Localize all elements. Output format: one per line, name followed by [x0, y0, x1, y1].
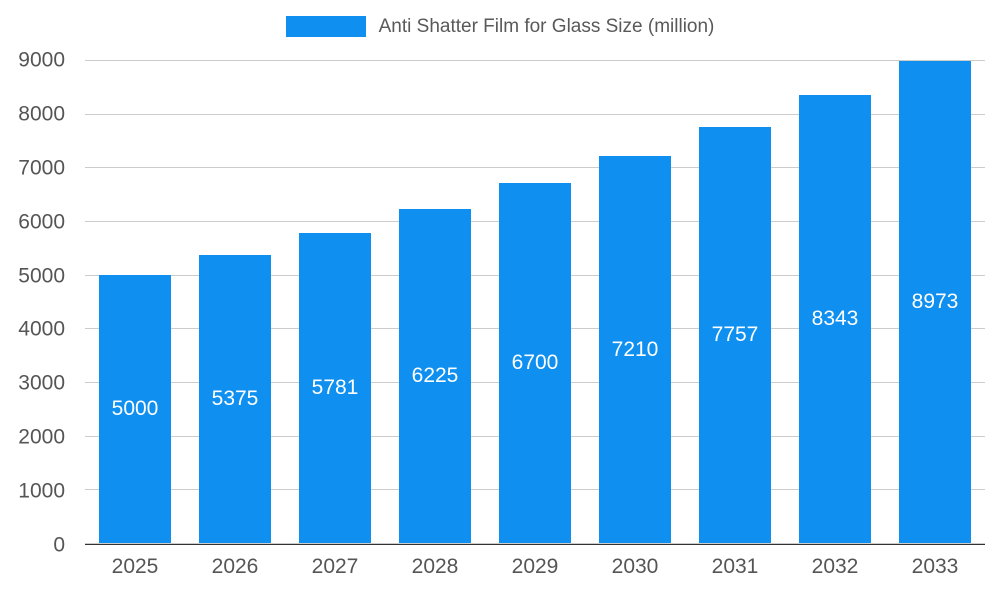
bars-row: 5000 5375 5781 6225 6700 7210 7757 8343 8973 [85, 60, 985, 543]
bar-column-2030: 7210 [585, 60, 685, 543]
bar-value-label: 5781 [311, 375, 359, 399]
x-tick-label: 2025 [111, 555, 159, 578]
gridline [85, 543, 985, 544]
bar-value-label: 7210 [611, 337, 659, 361]
x-tick-label: 2030 [611, 555, 659, 578]
x-tick-label: 2031 [711, 555, 759, 578]
bar-2029[interactable]: 6700 [499, 183, 571, 543]
bar-column-2027: 5781 [285, 60, 385, 543]
bar-2025[interactable]: 5000 [99, 274, 171, 543]
bar-column-2032: 8343 [785, 60, 885, 543]
bar-column-2031: 7757 [685, 60, 785, 543]
y-tick-label: 9000 [18, 48, 65, 72]
legend[interactable]: Anti Shatter Film for Glass Size (millio… [0, 16, 1000, 37]
y-tick-label: 2000 [18, 425, 65, 449]
bar-2026[interactable]: 5375 [199, 254, 271, 543]
gridline [85, 113, 985, 115]
x-tick-label: 2032 [811, 555, 859, 578]
bar-column-2033: 8973 [885, 60, 985, 543]
y-tick-label: 0 [53, 533, 65, 557]
legend-label: Anti Shatter Film for Glass Size (millio… [378, 16, 715, 37]
bar-value-label: 5375 [211, 386, 259, 410]
y-tick-label: 5000 [18, 264, 65, 288]
x-tick-label: 2027 [311, 555, 359, 578]
bar-2027[interactable]: 5781 [299, 232, 371, 543]
y-tick-label: 3000 [18, 371, 65, 395]
bar-2033[interactable]: 8973 [899, 61, 971, 543]
bar-column-2025: 5000 [85, 60, 185, 543]
bar-2030[interactable]: 7210 [599, 156, 671, 543]
x-axis: 2025 2026 2027 2028 2029 2030 2031 2032 2033 [85, 555, 985, 579]
gridline [85, 167, 985, 169]
y-tick-label: 1000 [18, 479, 65, 503]
bar-2031[interactable]: 7757 [699, 126, 771, 543]
bar-2028[interactable]: 6225 [399, 208, 471, 543]
plot-area: 5000 5375 5781 6225 6700 7210 7757 8343 8973 [85, 60, 985, 545]
bar-column-2026: 5375 [185, 60, 285, 543]
bar-column-2029: 6700 [485, 60, 585, 543]
y-tick-label: 4000 [18, 317, 65, 341]
x-tick-label: 2033 [911, 555, 959, 578]
bar-2032[interactable]: 8343 [799, 95, 871, 543]
bar-value-label: 6700 [511, 351, 559, 375]
bar-column-2028: 6225 [385, 60, 485, 543]
y-tick-label: 8000 [18, 102, 65, 126]
x-tick-label: 2026 [211, 555, 259, 578]
x-tick-label: 2029 [511, 555, 559, 578]
y-axis: 0 1000 2000 3000 4000 5000 6000 7000 8000 9000 [0, 50, 75, 556]
gridline [85, 60, 985, 61]
y-tick-label: 6000 [18, 210, 65, 234]
bar-value-label: 6225 [411, 363, 459, 387]
bar-value-label: 5000 [111, 396, 159, 420]
bar-value-label: 7757 [711, 322, 759, 346]
bar-value-label: 8343 [811, 307, 859, 331]
x-tick-label: 2028 [411, 555, 459, 578]
bar-value-label: 8973 [911, 290, 959, 314]
y-tick-label: 7000 [18, 156, 65, 180]
legend-swatch [285, 16, 366, 37]
